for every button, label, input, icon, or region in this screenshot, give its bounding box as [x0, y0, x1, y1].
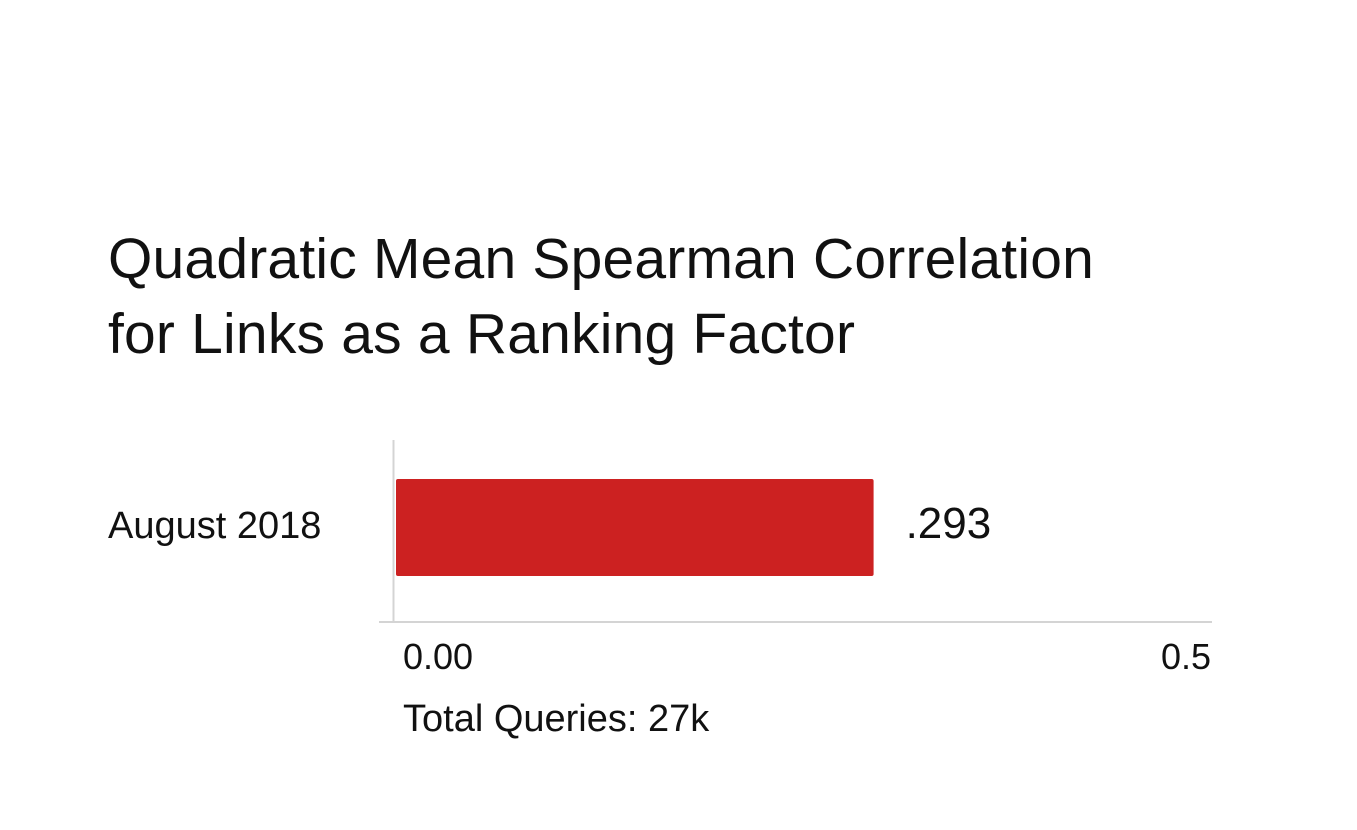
x-tick-label-max: 0.5 — [1161, 636, 1211, 677]
category-label: August 2018 — [108, 505, 321, 547]
bar — [396, 479, 874, 576]
chart-title-line-1: Quadratic Mean Spearman Correlation — [108, 227, 1094, 291]
chart-title: Quadratic Mean Spearman Correlation for … — [108, 222, 1258, 372]
total-queries-annotation: Total Queries: 27k — [403, 698, 710, 740]
x-tick-label-min: 0.00 — [403, 636, 473, 677]
chart-title-line-2: for Links as a Ranking Factor — [108, 302, 856, 366]
data-label: .293 — [906, 499, 992, 548]
